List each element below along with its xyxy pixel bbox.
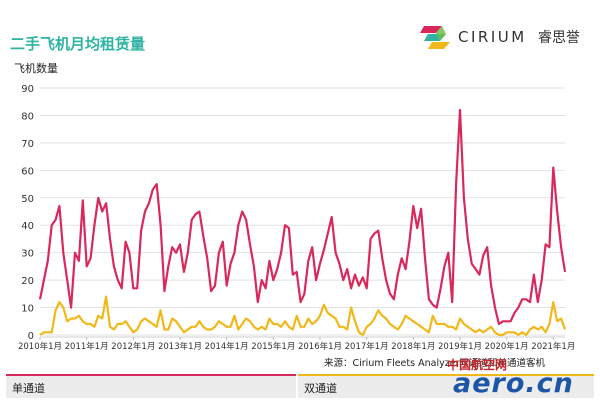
logo-brand-cn: 睿思誉 <box>538 30 580 46</box>
x-tick-label: 2012年1月 <box>111 341 155 352</box>
legend-twin-aisle-label: 双通道 <box>304 382 337 395</box>
x-tick-label: 2016年1月 <box>298 341 342 352</box>
y-tick-label: 30 <box>21 249 34 260</box>
y-tick-label: 70 <box>21 139 34 150</box>
y-tick-label: 80 <box>21 111 34 122</box>
x-tick-label: 2017年1月 <box>345 341 389 352</box>
watermark-cn-text: 中国航空网 <box>447 358 508 372</box>
aero-cn-watermark: 中国航空网 aero.cn <box>447 356 597 400</box>
x-tick-label: 2013年1月 <box>158 341 202 352</box>
y-tick-label: 90 <box>21 84 34 95</box>
chart-title: 二手飞机月均租赁量 <box>10 35 146 53</box>
x-tick-label: 2014年1月 <box>205 341 249 352</box>
x-tick-label: 2019年1月 <box>438 341 482 352</box>
legend-single-aisle-label: 单通道 <box>12 382 45 395</box>
x-tick-label: 2010年1月 <box>18 341 62 352</box>
y-tick-label: 0 <box>28 331 34 342</box>
cirium-logo: CIRIUM 睿思誉 <box>420 14 595 54</box>
x-tick-label: 2018年1月 <box>391 341 435 352</box>
series-line-single-aisle <box>38 108 567 326</box>
watermark-main-text: aero.cn <box>453 368 574 399</box>
cirium-logo-mark-icon <box>420 26 450 49</box>
series-line-twin-aisle <box>39 295 567 337</box>
x-tick-label: 2021年1月 <box>531 341 575 352</box>
x-tick-label: 2020年1月 <box>485 341 529 352</box>
legend-single-aisle: 单通道 <box>6 374 296 398</box>
legend-twin-aisle: 双通道 <box>298 374 594 398</box>
y-tick-label: 50 <box>21 194 34 205</box>
logo-brand-text: CIRIUM <box>458 28 527 46</box>
y-tick-label: 40 <box>21 221 34 232</box>
y-tick-label: 10 <box>21 304 34 315</box>
y-tick-label: 60 <box>21 166 34 177</box>
x-tick-label: 2015年1月 <box>251 341 295 352</box>
source-note: 来源：Cirium Fleets Analyzer双通道和单通道客机 <box>324 358 545 369</box>
y-tick-label: 20 <box>21 276 34 287</box>
x-tick-label: 2011年1月 <box>65 341 109 352</box>
y-axis-label: 飞机数量 <box>14 62 58 75</box>
